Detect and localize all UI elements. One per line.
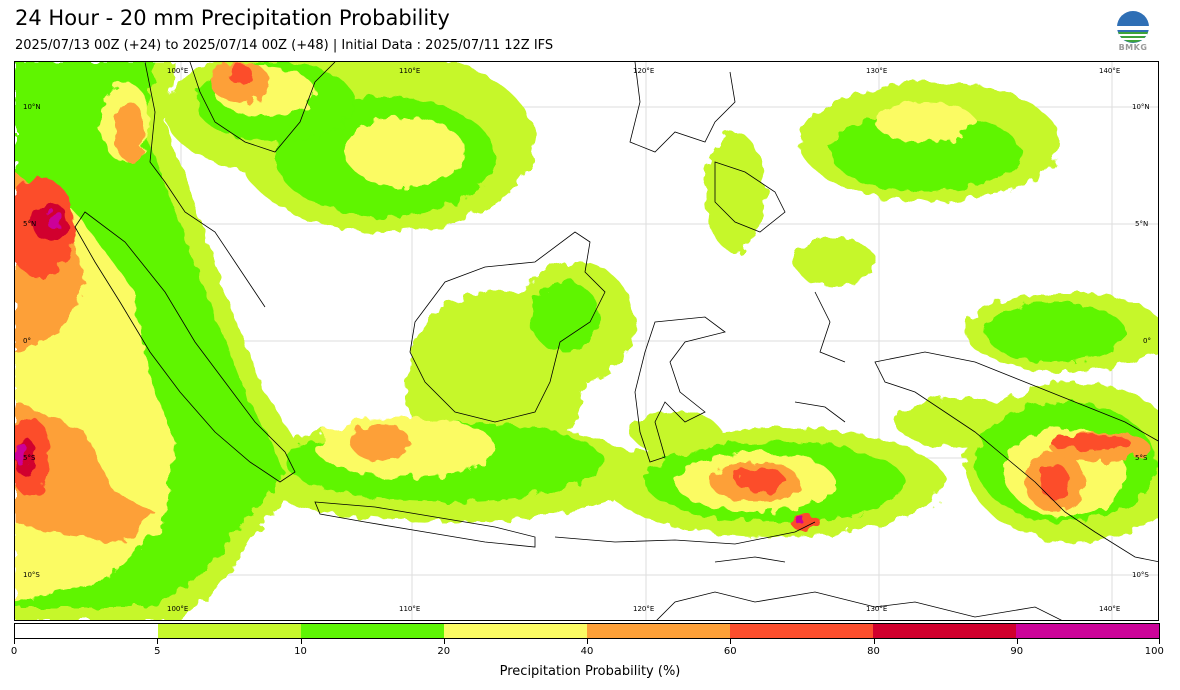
lat-label-right-10s: 10°S	[1132, 571, 1149, 579]
lat-label-left-5n: 5°N	[23, 220, 37, 228]
lon-label-top-120: 120°E	[633, 67, 655, 75]
map-subtitle: 2025/07/13 00Z (+24) to 2025/07/14 00Z (…	[15, 38, 554, 53]
lat-label-left-10s: 10°S	[23, 571, 40, 579]
lon-label-bottom-120: 120°E	[633, 605, 655, 613]
colorbar-label: 40	[580, 646, 594, 657]
colorbar-segment	[1016, 624, 1159, 638]
colorbar-label: 90	[1010, 646, 1024, 657]
precipitation-map: 100°E 110°E 120°E 130°E 140°E 100°E 110°…	[14, 61, 1159, 621]
lon-label-bottom-110: 110°E	[399, 605, 421, 613]
colorbar-segment	[444, 624, 587, 638]
lat-label-right-0: 0°	[1143, 337, 1151, 345]
lat-label-left-10n: 10°N	[23, 103, 41, 111]
map-title: 24 Hour - 20 mm Precipitation Probabilit…	[15, 6, 450, 30]
colorbar-label: 5	[154, 646, 161, 657]
colorbar-segment	[158, 624, 301, 638]
lat-label-right-10n: 10°N	[1132, 103, 1150, 111]
lon-label-top-130: 130°E	[866, 67, 888, 75]
lat-label-right-5s: 5°S	[1135, 454, 1148, 462]
bmkg-logo-text: BMKG	[1118, 43, 1148, 52]
lon-label-top-100: 100°E	[167, 67, 189, 75]
lon-label-top-110: 110°E	[399, 67, 421, 75]
colorbar-tick	[730, 639, 732, 644]
lon-label-top-140: 140°E	[1099, 67, 1121, 75]
precipitation-fields	[15, 62, 1158, 620]
map-canvas	[15, 62, 1158, 620]
colorbar-label: 60	[723, 646, 737, 657]
bmkg-logo-icon	[1117, 11, 1149, 43]
colorbar-label: 100	[1144, 646, 1164, 657]
colorbar-segment	[15, 624, 158, 638]
colorbar-segment	[730, 624, 873, 638]
colorbar-tick	[1016, 639, 1018, 644]
colorbar-tick	[1159, 639, 1160, 644]
colorbar-segment	[873, 624, 1016, 638]
colorbar-label: 0	[10, 646, 18, 657]
colorbar-title: Precipitation Probability (%)	[499, 664, 681, 679]
lon-label-bottom-100: 100°E	[167, 605, 189, 613]
colorbar	[14, 623, 1160, 639]
colorbar-tick	[300, 639, 302, 644]
coastlines	[74, 62, 1158, 620]
colorbar-tick	[587, 639, 588, 644]
colorbar-segment	[587, 624, 730, 638]
colorbar-label: 80	[867, 646, 880, 657]
lon-label-bottom-140: 140°E	[1099, 605, 1121, 613]
lat-label-left-0: 0°	[23, 337, 31, 345]
colorbar-label: 20	[437, 646, 451, 657]
colorbar-segment	[301, 624, 444, 638]
lon-label-bottom-130: 130°E	[866, 605, 888, 613]
colorbar-tick	[157, 639, 159, 644]
colorbar-label: 10	[294, 646, 307, 657]
lat-label-left-5s: 5°S	[23, 454, 36, 462]
lat-label-right-5n: 5°N	[1135, 220, 1149, 228]
colorbar-tick	[14, 639, 15, 644]
colorbar-tick	[443, 639, 445, 644]
colorbar-tick	[873, 639, 875, 644]
